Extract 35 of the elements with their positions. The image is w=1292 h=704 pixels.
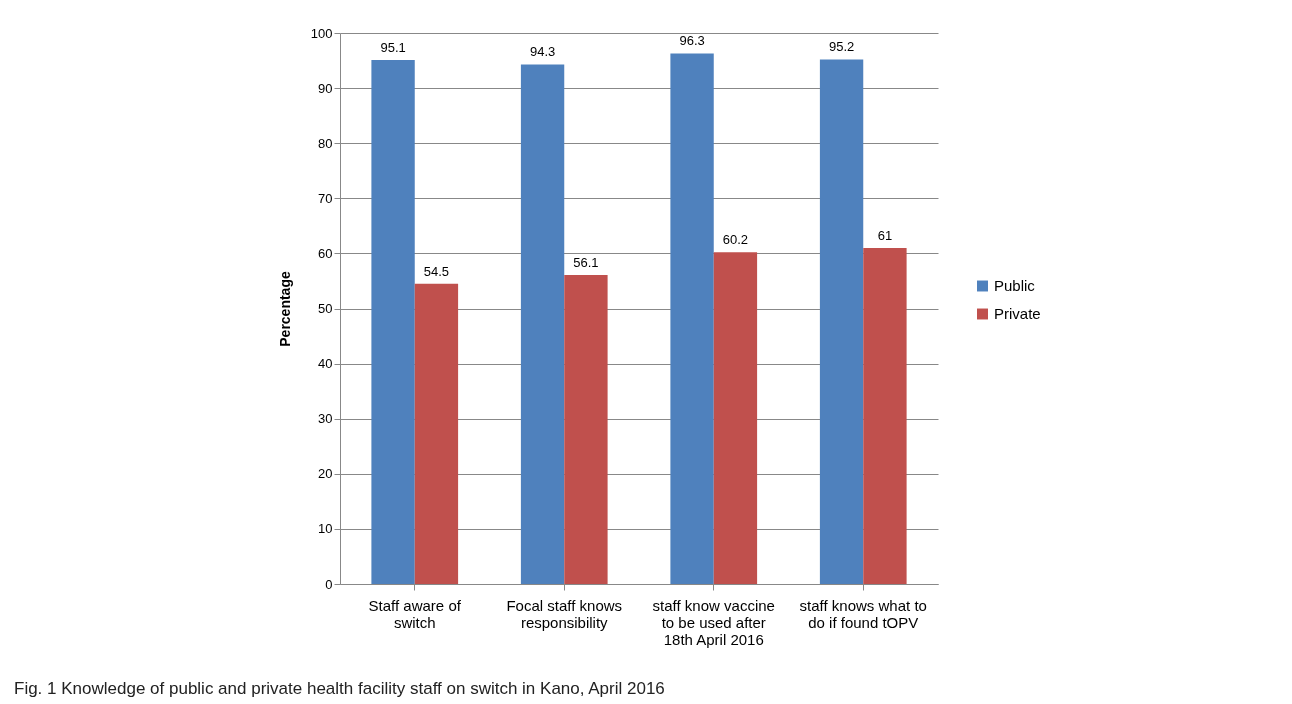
y-tick-label: 20 xyxy=(318,466,333,482)
y-tick-label: 0 xyxy=(325,576,333,592)
data-label: 96.3 xyxy=(679,33,705,49)
data-label: 54.5 xyxy=(423,263,450,279)
x-tick-label: Staff aware of switch xyxy=(368,596,462,631)
y-tick-label: 60 xyxy=(318,245,333,261)
y-tick-label: 10 xyxy=(318,521,333,537)
x-tick-label: Focal staff knows responsibility xyxy=(506,596,623,631)
legend-label: Public xyxy=(994,277,1036,294)
y-tick-label: 90 xyxy=(318,80,333,96)
data-label: 94.3 xyxy=(529,44,556,60)
bar xyxy=(414,283,459,584)
legend-label: Private xyxy=(994,305,1041,322)
data-label: 95.1 xyxy=(380,40,406,55)
y-tick-label: 30 xyxy=(318,411,333,427)
bar xyxy=(520,64,565,584)
caption: Fig. 1 Knowledge of public and private health facility staff on switch in Kano, April 2016 xyxy=(14,679,665,699)
data-label: 56.1 xyxy=(573,254,599,270)
y-tick-label: 100 xyxy=(310,25,333,41)
y-axis-title: Percentage xyxy=(276,271,293,347)
bar xyxy=(564,274,608,584)
bar xyxy=(670,53,714,584)
x-tick-label: staff knows what to do if found tOPV xyxy=(799,596,927,631)
data-label: 60.2 xyxy=(722,232,749,248)
y-tick-label: 70 xyxy=(318,190,333,206)
y-tick-label: 50 xyxy=(318,301,333,316)
y-tick-label: 40 xyxy=(318,356,333,372)
x-tick-label: staff know vaccine to be used after 18th April 2016 xyxy=(652,596,775,648)
bar xyxy=(713,252,758,584)
data-label: 61 xyxy=(877,227,893,243)
bar xyxy=(863,247,907,584)
bar xyxy=(371,60,415,584)
data-label: 95.2 xyxy=(828,39,855,55)
bar xyxy=(819,59,864,584)
y-tick-label: 80 xyxy=(318,135,333,151)
